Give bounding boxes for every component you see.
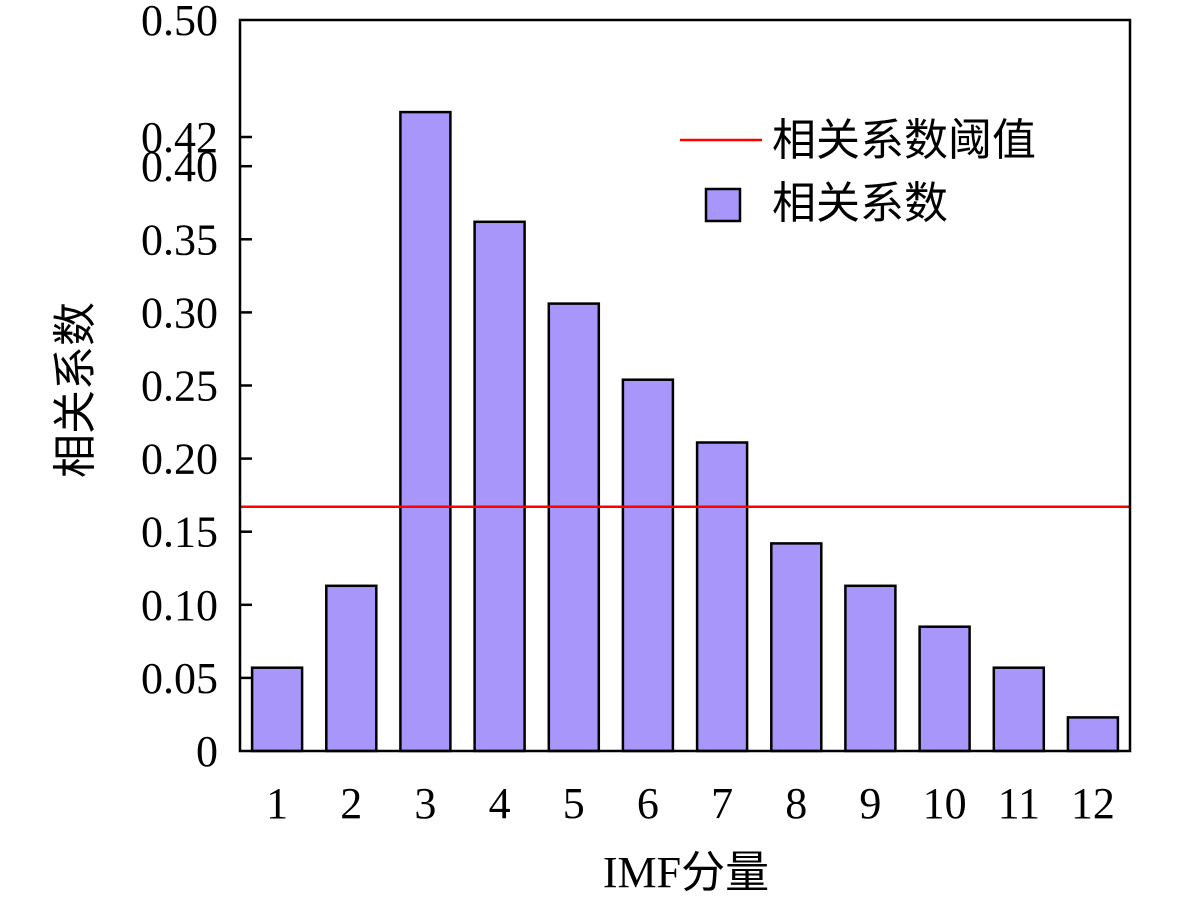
x-tick-label-5: 5 bbox=[563, 779, 585, 828]
y-tick-label: 0.40 bbox=[141, 142, 218, 191]
bar-6 bbox=[621, 378, 675, 753]
y-axis-title: 相关系数 bbox=[51, 302, 100, 478]
bars-layer bbox=[250, 110, 1120, 753]
bar-1 bbox=[250, 666, 304, 753]
bar-5 bbox=[547, 302, 601, 753]
y-tick-label: 0.35 bbox=[141, 215, 218, 264]
bar-3 bbox=[399, 110, 452, 753]
y-tick-label: 0.42 bbox=[141, 113, 218, 162]
x-tick-label-2: 2 bbox=[340, 779, 362, 828]
y-tick-label: 0.05 bbox=[141, 654, 218, 703]
x-tick-label-1: 1 bbox=[266, 779, 288, 828]
bar-7 bbox=[695, 441, 749, 753]
x-tick-label-10: 10 bbox=[923, 779, 967, 828]
ticks-layer bbox=[240, 135, 252, 680]
x-axis-title: IMF分量 bbox=[603, 848, 769, 897]
bar-11 bbox=[992, 666, 1046, 753]
y-tick-label: 0.25 bbox=[141, 362, 218, 411]
y-tick-label: 0.50 bbox=[141, 0, 218, 45]
bar-12 bbox=[1066, 716, 1120, 753]
y-tick-label: 0 bbox=[196, 727, 218, 776]
y-tick-label: 0.20 bbox=[141, 435, 218, 484]
bar-2 bbox=[325, 584, 378, 753]
bar-8 bbox=[770, 542, 823, 753]
x-tick-label-4: 4 bbox=[489, 779, 511, 828]
x-tick-label-9: 9 bbox=[859, 779, 881, 828]
x-tick-label-11: 11 bbox=[998, 779, 1040, 828]
y-tick-label: 0.15 bbox=[141, 508, 218, 557]
legend: 相关系数阈值 相关系数 bbox=[680, 116, 1036, 228]
x-tick-label-12: 12 bbox=[1071, 779, 1115, 828]
legend-bar-label: 相关系数 bbox=[772, 179, 948, 228]
bar-9 bbox=[844, 584, 897, 753]
x-tick-label-3: 3 bbox=[414, 779, 436, 828]
y-tick-label: 0.30 bbox=[141, 288, 218, 337]
legend-bar-swatch bbox=[704, 187, 742, 223]
x-tick-label-7: 7 bbox=[711, 779, 733, 828]
bar-4 bbox=[473, 220, 526, 753]
x-tick-label-8: 8 bbox=[785, 779, 807, 828]
legend-threshold-label: 相关系数阈值 bbox=[772, 116, 1036, 165]
y-tick-label: 0.10 bbox=[141, 581, 218, 630]
labels-layer: 1 2 3 4 5 6 7 8 9 10 11 1200.050.100.150.200.250.30… bbox=[141, 0, 1115, 828]
x-tick-label-6: 6 bbox=[637, 779, 659, 828]
bar-10 bbox=[918, 625, 971, 753]
